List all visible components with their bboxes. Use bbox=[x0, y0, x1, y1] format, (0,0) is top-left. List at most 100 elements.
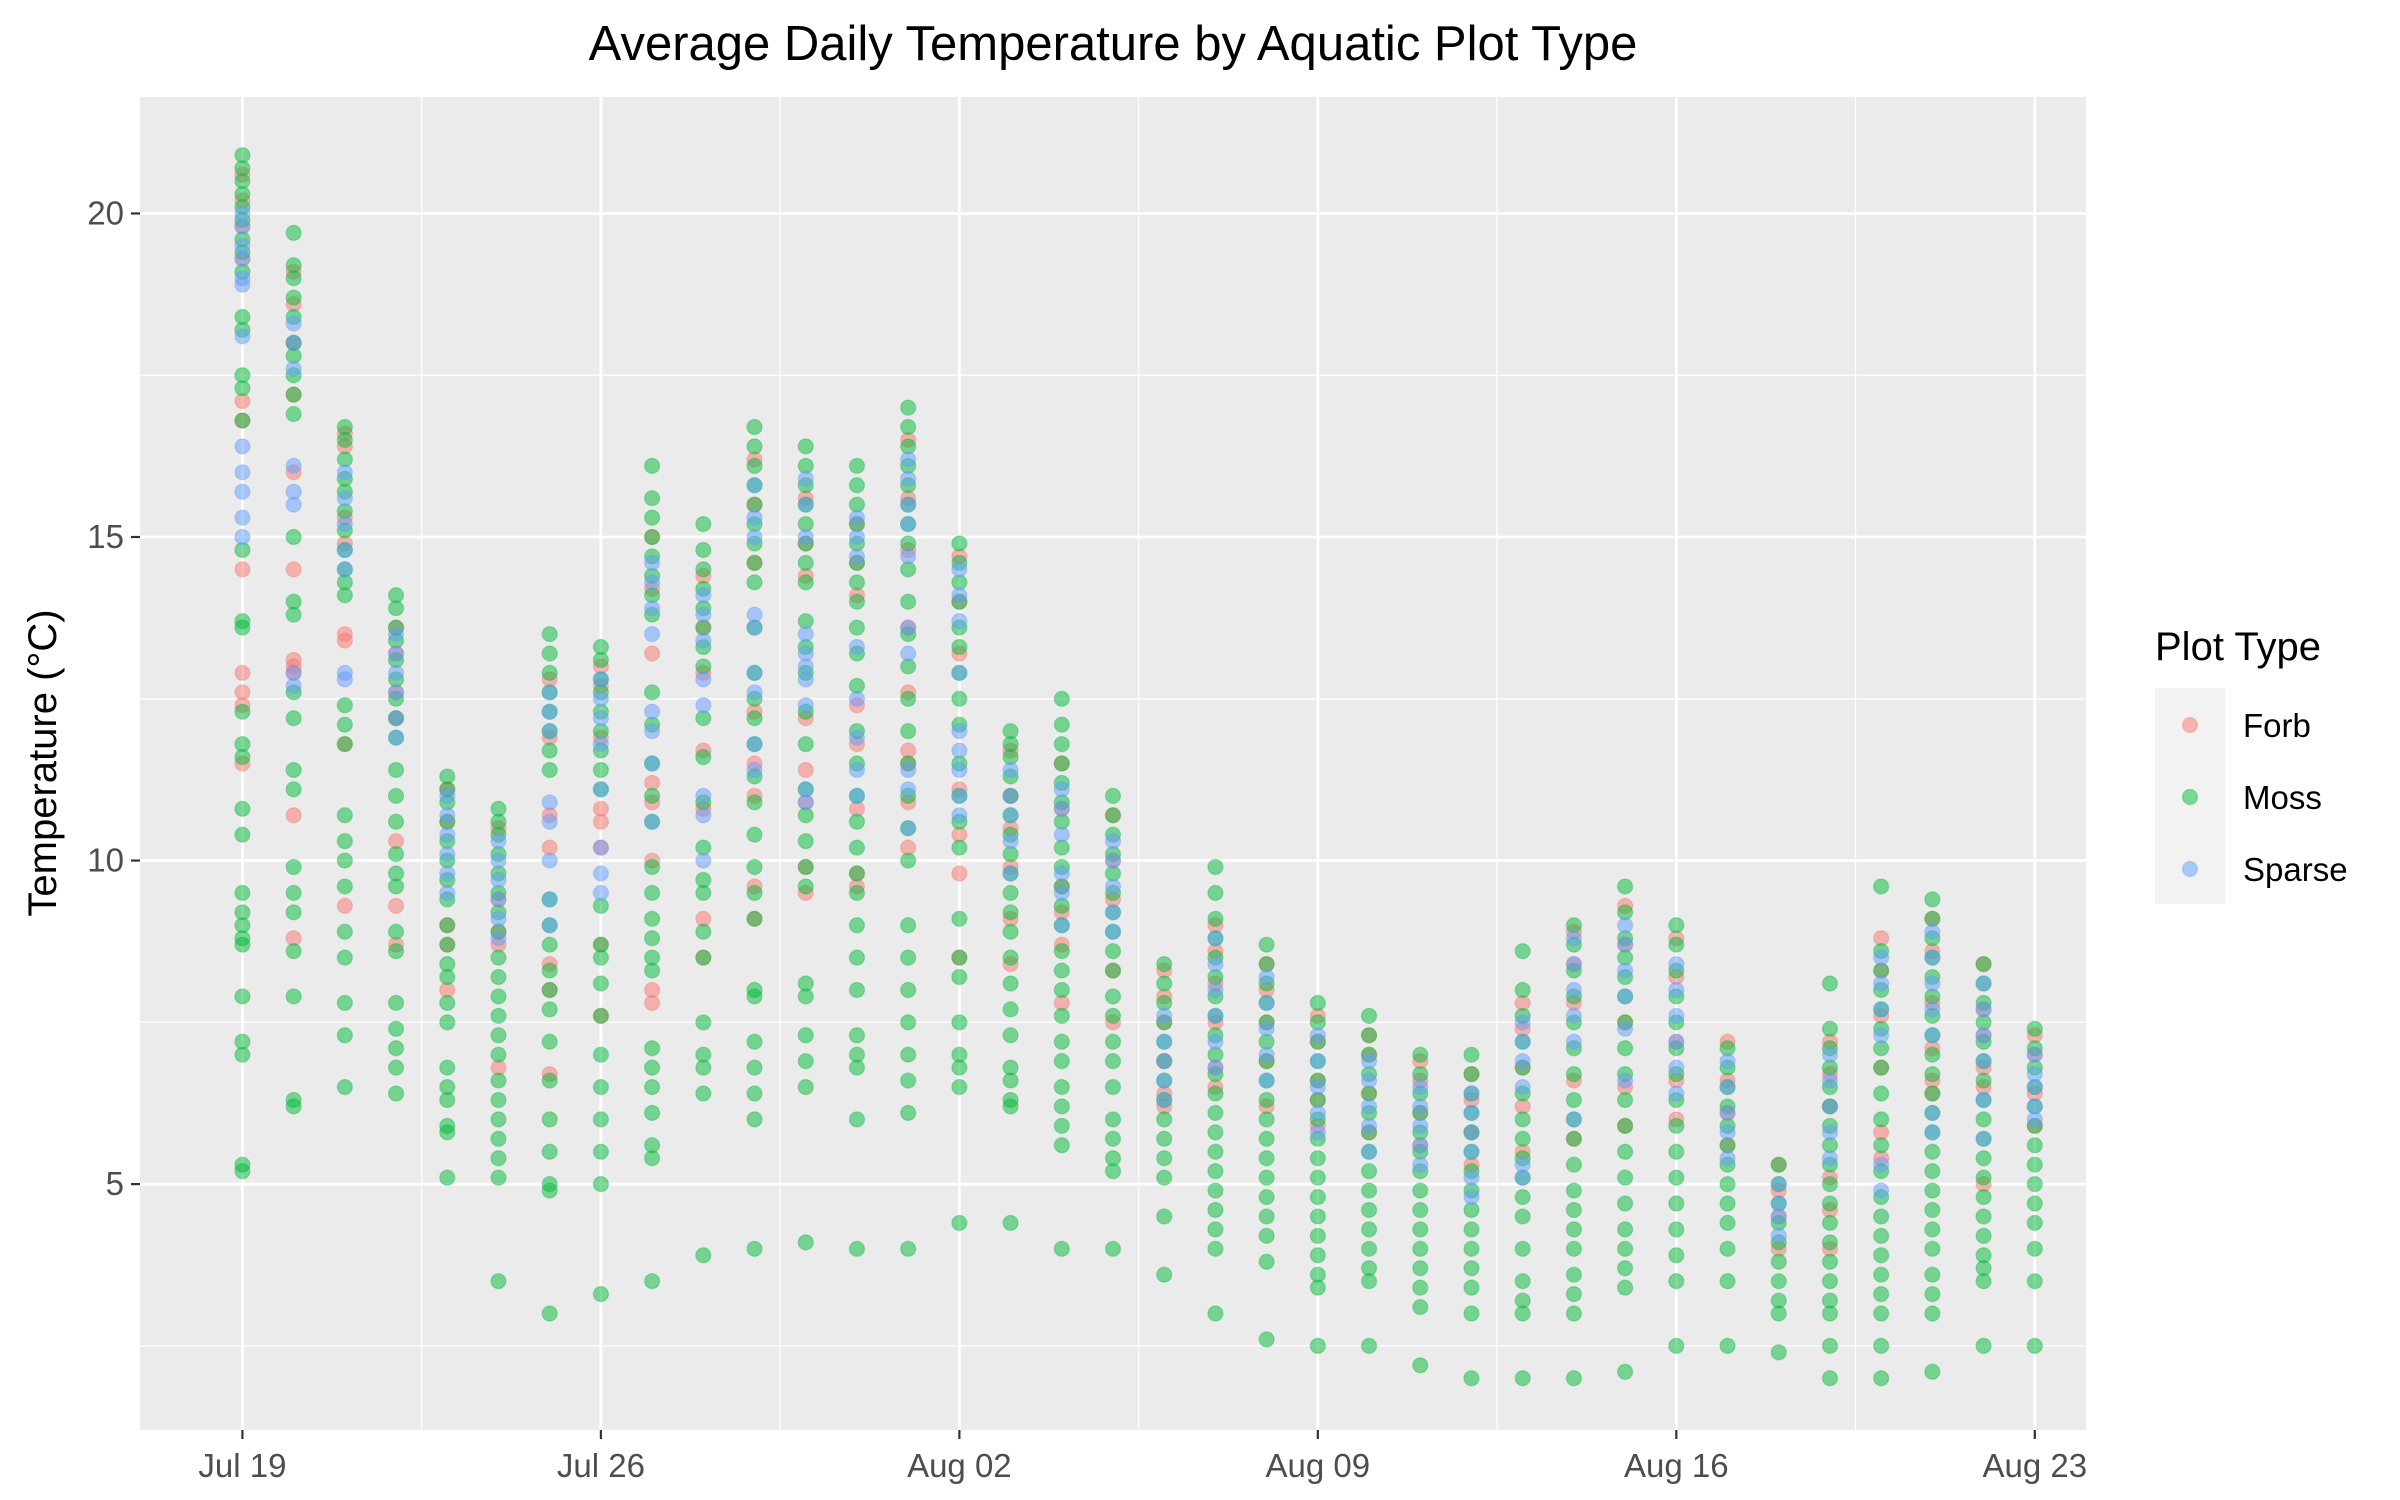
data-point bbox=[951, 839, 968, 856]
data-point bbox=[1309, 1279, 1326, 1296]
data-point bbox=[1668, 1273, 1685, 1290]
data-point bbox=[1002, 975, 1019, 992]
data-point bbox=[285, 1098, 302, 1115]
data-point bbox=[746, 1240, 763, 1257]
data-point bbox=[490, 1072, 507, 1089]
data-point bbox=[592, 975, 609, 992]
data-point bbox=[2026, 1195, 2043, 1212]
data-point bbox=[1924, 1305, 1941, 1322]
data-point bbox=[2026, 1111, 2043, 1128]
data-point bbox=[1821, 1195, 1839, 1212]
data-point bbox=[1668, 1247, 1685, 1264]
data-point bbox=[1053, 1053, 1070, 1070]
data-point bbox=[1412, 1298, 1429, 1316]
data-point bbox=[1156, 1130, 1173, 1147]
data-point bbox=[336, 490, 353, 507]
data-point bbox=[1258, 1227, 1275, 1244]
data-point bbox=[1156, 1072, 1173, 1089]
data-point bbox=[1565, 1033, 1582, 1050]
data-point bbox=[1463, 1370, 1480, 1387]
data-point bbox=[900, 852, 917, 869]
data-point bbox=[1053, 826, 1070, 843]
data-point bbox=[1207, 1240, 1224, 1257]
data-point bbox=[695, 923, 712, 940]
data-point bbox=[644, 994, 661, 1012]
data-point bbox=[234, 1046, 251, 1063]
data-point bbox=[900, 949, 917, 966]
data-point bbox=[1514, 1240, 1531, 1257]
data-point bbox=[1258, 1150, 1275, 1167]
data-point bbox=[439, 1014, 456, 1031]
data-point bbox=[1617, 1279, 1634, 1296]
data-point bbox=[900, 690, 917, 707]
data-point bbox=[1514, 1370, 1531, 1387]
data-point bbox=[848, 865, 866, 882]
data-point bbox=[592, 1007, 609, 1024]
data-point bbox=[490, 1111, 507, 1128]
data-point bbox=[1207, 930, 1224, 947]
data-point bbox=[1770, 1227, 1787, 1244]
data-point bbox=[285, 710, 302, 727]
data-point bbox=[336, 561, 353, 578]
data-point bbox=[1207, 1305, 1224, 1322]
data-point bbox=[1924, 1363, 1941, 1380]
data-point bbox=[1617, 988, 1634, 1005]
data-point bbox=[592, 735, 609, 753]
data-point bbox=[951, 535, 968, 552]
data-point bbox=[541, 794, 558, 811]
data-point bbox=[1719, 1195, 1736, 1212]
data-point bbox=[1770, 1208, 1787, 1225]
data-point bbox=[1617, 1091, 1634, 1109]
data-point bbox=[490, 1046, 507, 1063]
data-point bbox=[1565, 1201, 1582, 1219]
data-point bbox=[1463, 1188, 1480, 1206]
data-point bbox=[1309, 1104, 1326, 1122]
data-point bbox=[1821, 1150, 1839, 1167]
data-point bbox=[644, 910, 661, 927]
data-point bbox=[1668, 981, 1685, 999]
data-point bbox=[592, 949, 609, 966]
data-point bbox=[1924, 1201, 1941, 1219]
data-point bbox=[644, 858, 661, 876]
data-point bbox=[285, 988, 302, 1005]
data-point bbox=[1565, 1370, 1582, 1387]
data-point bbox=[439, 936, 456, 953]
data-point bbox=[1156, 1208, 1173, 1225]
data-point bbox=[1360, 1072, 1378, 1089]
data-point bbox=[1719, 1150, 1736, 1167]
data-point bbox=[1207, 1221, 1224, 1238]
data-point bbox=[900, 548, 917, 565]
data-point bbox=[1975, 955, 1992, 973]
data-point bbox=[644, 509, 661, 526]
data-point bbox=[439, 1124, 456, 1141]
data-point bbox=[234, 884, 251, 902]
data-point bbox=[439, 1169, 456, 1186]
data-point bbox=[900, 451, 917, 468]
data-point bbox=[1924, 949, 1941, 966]
data-point bbox=[1002, 1072, 1019, 1089]
data-point bbox=[644, 528, 661, 546]
data-point bbox=[285, 496, 302, 513]
x-tick-label: Aug 23 bbox=[1982, 1447, 2087, 1484]
data-point bbox=[1156, 1053, 1173, 1070]
data-point bbox=[490, 988, 507, 1005]
data-point bbox=[1514, 1014, 1531, 1031]
data-point bbox=[234, 703, 251, 720]
data-point bbox=[1104, 833, 1122, 850]
legend: Plot Type Forb Moss Sparse bbox=[2155, 625, 2348, 904]
data-point bbox=[285, 781, 302, 798]
data-point bbox=[592, 865, 609, 882]
data-point bbox=[1975, 1273, 1992, 1290]
data-point bbox=[1207, 1143, 1224, 1160]
data-point bbox=[644, 813, 661, 830]
data-point bbox=[1207, 1085, 1224, 1102]
data-point bbox=[746, 528, 763, 546]
data-point bbox=[541, 1033, 558, 1050]
legend-label-sparse: Sparse bbox=[2243, 851, 2348, 888]
data-point bbox=[1053, 690, 1070, 707]
data-point bbox=[234, 380, 251, 397]
data-point bbox=[1975, 1053, 1992, 1070]
data-point bbox=[234, 412, 251, 429]
data-point bbox=[285, 858, 302, 876]
data-point bbox=[234, 276, 251, 293]
